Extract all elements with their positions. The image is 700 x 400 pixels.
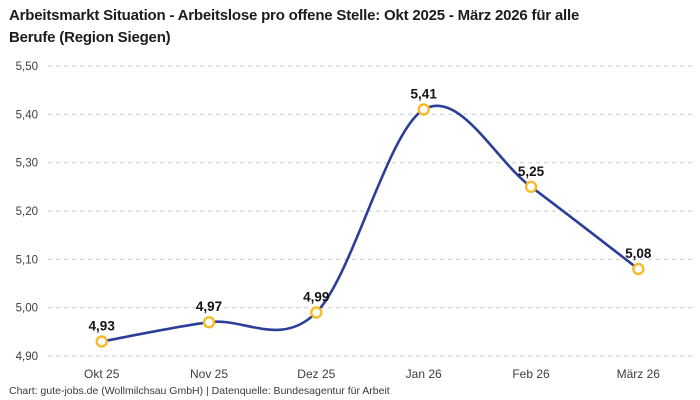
y-axis-tick-label: 4,90: [16, 351, 38, 363]
x-axis-tick-label: Jan 26: [406, 367, 442, 381]
y-axis-tick-label: 5,00: [16, 303, 38, 315]
line-chart: 4,90 5,00 5,10 5,20 5,30 5,40 5,50 Okt 25 Nov 25…: [16, 61, 692, 381]
y-axis-tick-label: 5,20: [16, 206, 38, 218]
y-axis-tick-label: 5,30: [16, 158, 38, 170]
x-axis-tick-label: Nov 25: [190, 367, 228, 381]
data-point-marker: [95, 335, 108, 348]
data-point-label: 5,08: [625, 246, 652, 261]
footer-credit: Chart: gute-jobs.de (Wollmilchsau GmbH) …: [9, 385, 390, 397]
x-axis-tick-label: Dez 25: [297, 367, 335, 381]
chart-title: Arbeitsmarkt Situation - Arbeitslose pro…: [9, 7, 580, 46]
x-axis-tick-label: März 26: [617, 367, 661, 381]
data-point-marker: [417, 103, 430, 116]
data-point-marker: [310, 306, 323, 319]
x-axis-tick-label: Feb 26: [512, 367, 550, 381]
x-axis-tick-label: Okt 25: [84, 367, 120, 381]
data-point-marker: [632, 262, 645, 276]
series-line: [100, 104, 640, 343]
data-point-label: 5,41: [411, 87, 438, 102]
data-point-label: 5,25: [518, 164, 545, 179]
y-axis-tick-label: 5,40: [16, 109, 38, 121]
data-point-label: 4,97: [196, 299, 222, 314]
data-point-marker: [524, 180, 538, 194]
y-axis-tick-label: 5,50: [16, 61, 38, 73]
data-point-label: 4,93: [89, 319, 116, 334]
y-axis-tick-label: 5,10: [16, 254, 38, 266]
data-point-marker: [202, 316, 216, 329]
data-point-label: 4,99: [303, 290, 329, 305]
